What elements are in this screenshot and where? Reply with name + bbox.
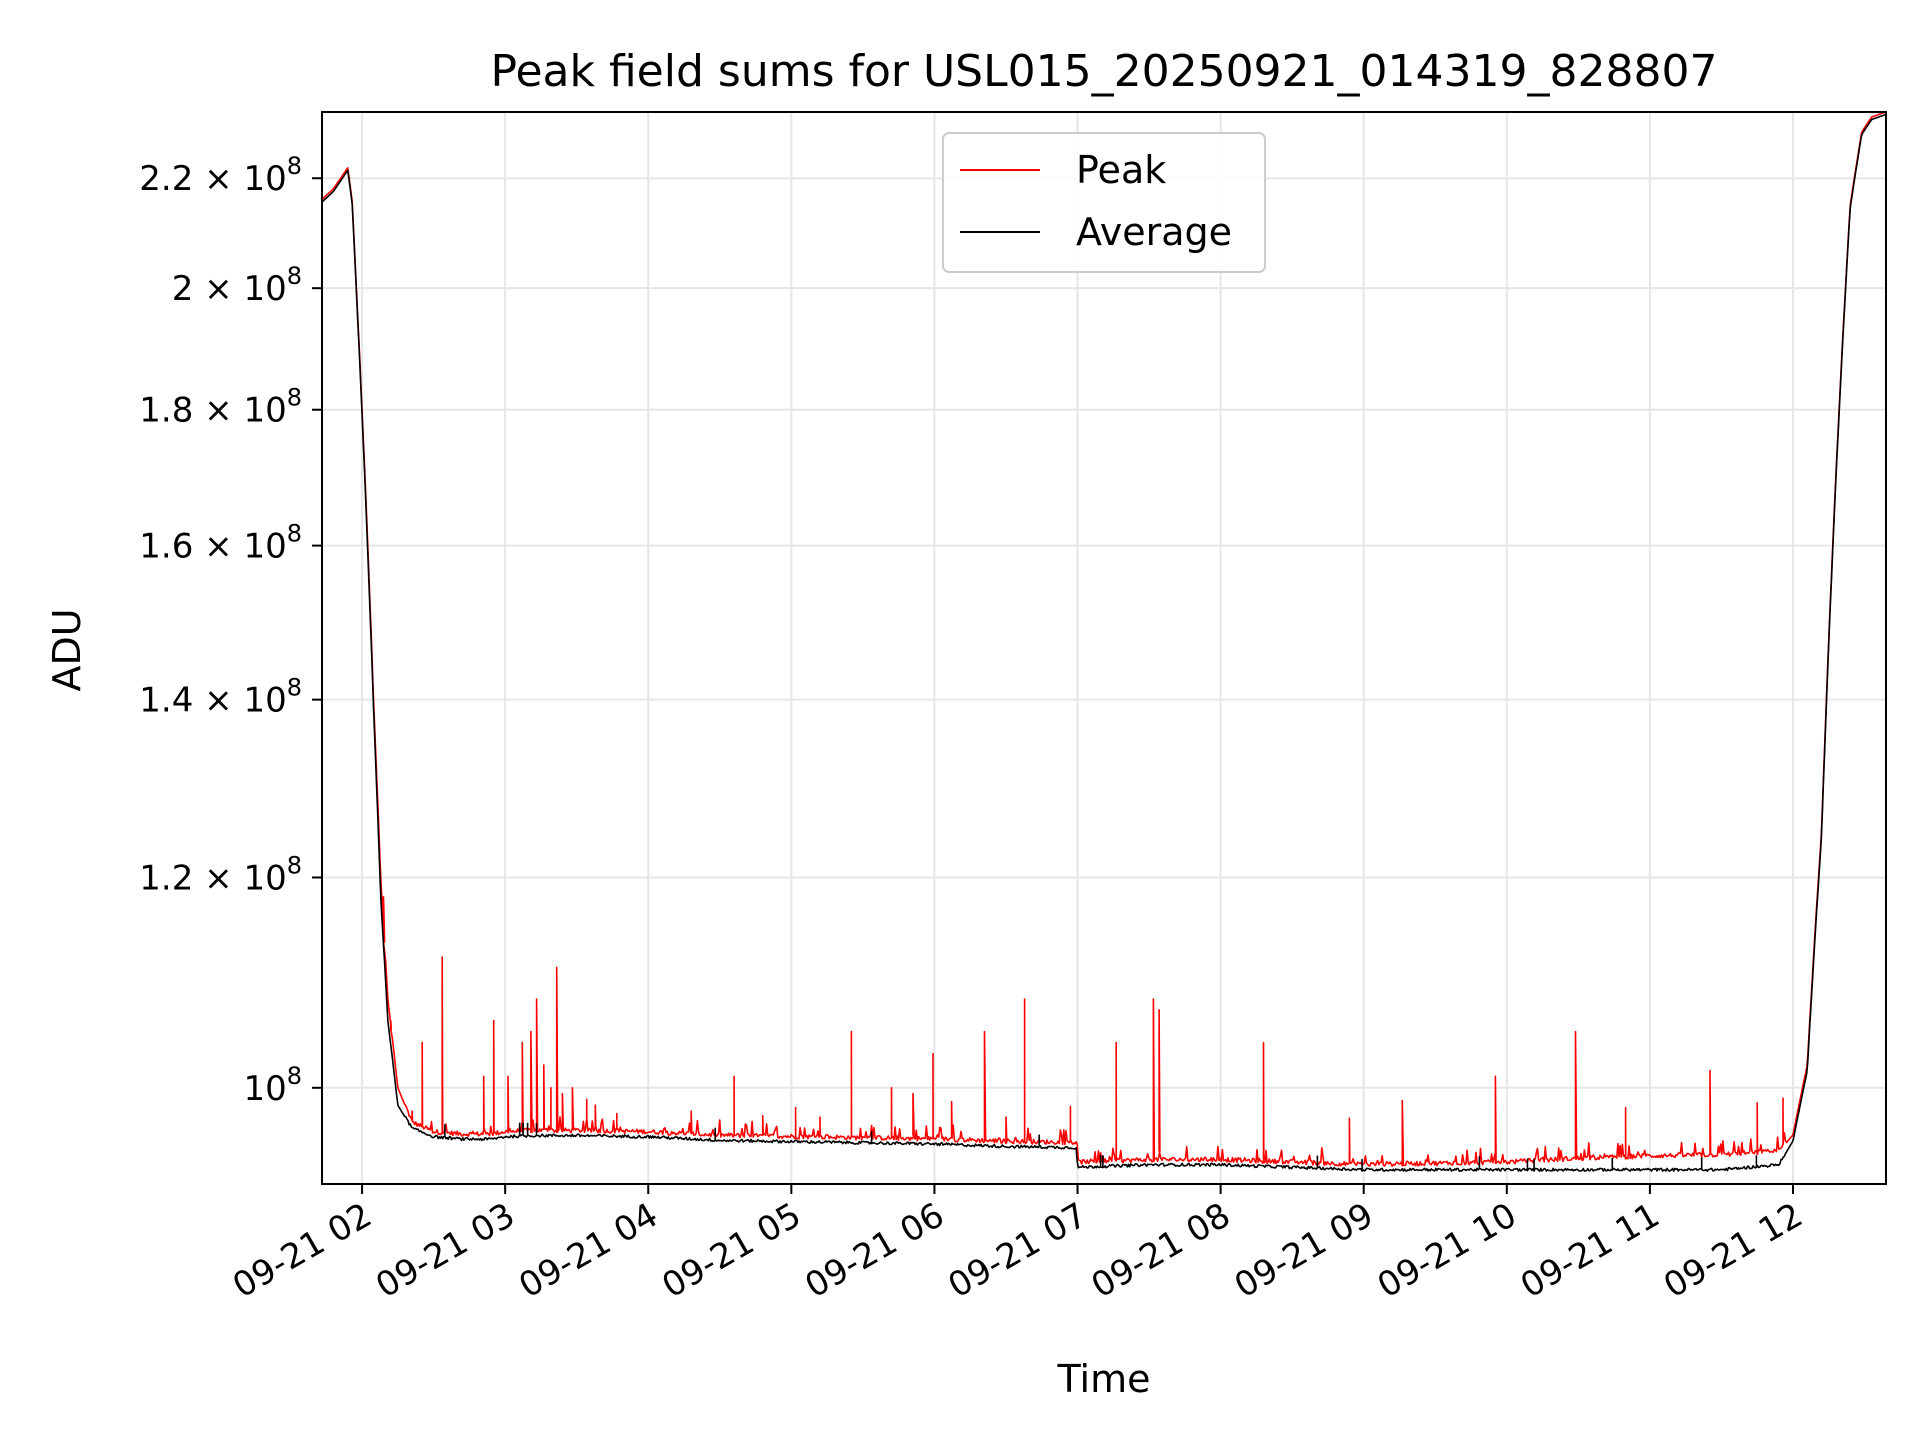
legend-label-average: Average: [1076, 210, 1232, 254]
y-tick-label: 1.4 × 108: [139, 674, 302, 721]
y-tick-label: 2.2 × 108: [139, 152, 302, 199]
series-average-line: [322, 113, 1886, 1172]
y-tick-label-base: 10: [243, 1069, 286, 1109]
legend-box: [942, 132, 1266, 273]
y-tick-label: 108: [243, 1062, 302, 1109]
y-tick-label-exponent: 8: [287, 520, 302, 548]
y-tick-label-base: 1.4 × 10: [139, 681, 286, 721]
y-tick-label-base: 1.2 × 10: [139, 858, 286, 898]
chart-title: Peak field sums for USL015_20250921_0143…: [491, 46, 1718, 97]
y-tick-label-base: 2.2 × 10: [139, 159, 286, 199]
x-axis-label: Time: [1057, 1357, 1151, 1401]
y-tick-label: 1.6 × 108: [139, 520, 302, 567]
y-tick-label-exponent: 8: [287, 384, 302, 412]
y-tick-label-base: 1.8 × 10: [139, 391, 286, 431]
grid: [322, 112, 1886, 1184]
legend-label-peak: Peak: [1076, 148, 1166, 192]
y-tick-label-exponent: 8: [287, 262, 302, 290]
y-tick-label: 2 × 108: [172, 262, 302, 309]
y-tick-label-base: 2 × 10: [172, 269, 287, 309]
y-tick-label: 1.8 × 108: [139, 384, 302, 431]
series-peak-line: [322, 112, 1886, 1167]
y-tick-label-exponent: 8: [287, 1062, 302, 1090]
y-axis-label: ADU: [45, 608, 89, 691]
series-layer: [322, 112, 1886, 1172]
y-tick-label-base: 1.6 × 10: [139, 527, 286, 567]
plot-frame: [321, 111, 1887, 1185]
y-tick-label-exponent: 8: [287, 674, 302, 702]
y-tick-label: 1.2 × 108: [139, 851, 302, 898]
y-tick-label-exponent: 8: [287, 851, 302, 879]
legend: Peak Average: [942, 132, 1266, 273]
y-tick-label-exponent: 8: [287, 152, 302, 180]
